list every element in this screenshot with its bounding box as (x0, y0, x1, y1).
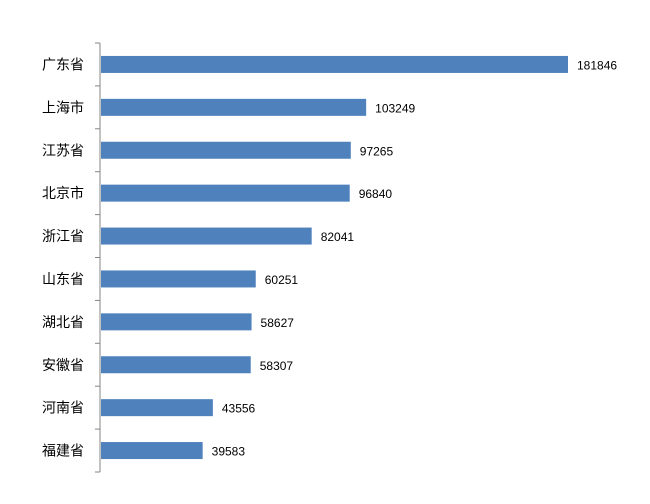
bar (101, 313, 252, 331)
bar (101, 270, 256, 288)
bar (101, 184, 350, 202)
category-label: 江苏省 (42, 142, 84, 158)
data-label: 97265 (360, 144, 394, 158)
category-label: 福建省 (42, 443, 84, 459)
category-label: 河南省 (42, 400, 84, 416)
data-label: 60251 (265, 273, 299, 287)
category-label: 上海市 (42, 99, 84, 115)
bar (101, 227, 312, 245)
data-label: 96840 (359, 187, 393, 201)
category-label: 北京市 (42, 185, 84, 201)
data-label: 58307 (260, 359, 294, 373)
bar (101, 399, 213, 417)
data-label: 58627 (261, 316, 295, 330)
category-label: 湖北省 (42, 314, 84, 330)
bar (101, 356, 251, 374)
bar (101, 141, 351, 159)
data-label: 39583 (212, 445, 246, 459)
bar (101, 442, 203, 460)
category-label: 广东省 (42, 56, 84, 72)
data-label: 181846 (577, 58, 617, 72)
category-label: 浙江省 (42, 228, 84, 244)
category-label: 安徽省 (42, 357, 84, 373)
bar (101, 98, 367, 116)
data-label: 82041 (321, 230, 355, 244)
category-label: 山东省 (42, 271, 84, 287)
data-label: 43556 (222, 402, 256, 416)
data-label: 103249 (375, 101, 415, 115)
bar (101, 55, 568, 73)
